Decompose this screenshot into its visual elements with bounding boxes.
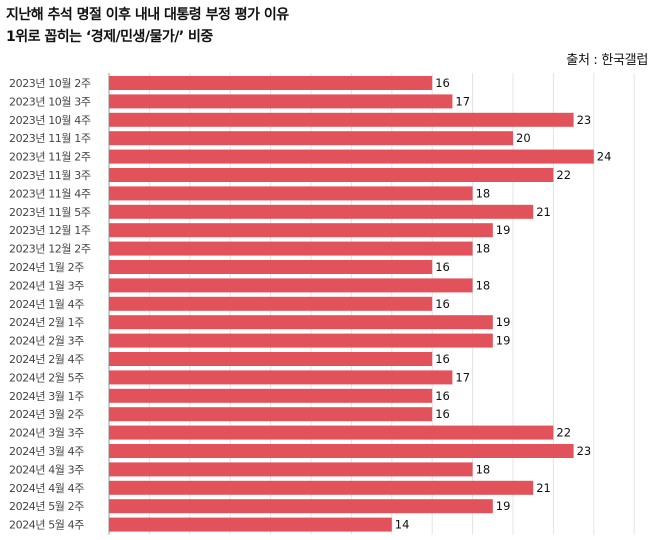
category-label: 2023년 11월 5주 [9,206,91,219]
category-label: 2024년 2월 1주 [9,316,84,329]
category-label: 2024년 2월 4주 [9,353,84,366]
bar [109,370,453,385]
category-label: 2024년 5월 2주 [9,500,84,513]
chart-title-line-2: 1위로 꼽히는 ‘경제/민생/물가/’ 비중 [6,29,213,45]
category-label: 2024년 1월 3주 [9,279,84,292]
category-label: 2024년 4월 3주 [9,463,84,476]
value-label: 16 [435,407,450,421]
category-label: 2023년 10월 2주 [9,77,91,90]
bar [109,241,473,256]
bar [109,112,574,127]
category-label: 2024년 4월 4주 [9,482,84,495]
bar [109,223,493,238]
category-label: 2024년 3월 1주 [9,390,84,403]
value-label: 23 [577,113,592,127]
value-label: 19 [496,499,511,513]
bars-group [109,76,594,532]
category-label: 2024년 5월 4주 [9,519,84,532]
bar [109,499,493,514]
bar [109,480,534,495]
value-label: 22 [556,426,571,440]
value-label: 22 [556,168,571,182]
bar [109,425,554,440]
source-note: 출처 : 한국갤럽 [566,53,648,68]
category-label: 2023년 12월 2주 [9,243,91,256]
value-label: 16 [435,352,450,366]
bar [109,76,433,90]
value-label: 17 [455,370,470,384]
category-label: 2023년 10월 3주 [9,95,91,108]
value-label: 19 [496,315,511,329]
bar [109,260,433,274]
category-label: 2023년 11월 1주 [9,132,91,145]
value-label: 18 [476,242,491,256]
category-label: 2024년 2월 3주 [9,335,84,348]
bar [109,352,433,366]
bar [109,315,493,330]
value-label: 21 [536,205,551,219]
bar [109,462,473,477]
bar [109,149,594,164]
bar [109,204,534,219]
category-label: 2024년 2월 5주 [9,371,84,384]
bar [109,407,433,422]
value-label: 18 [476,462,491,476]
value-label: 18 [476,186,491,200]
category-label: 2024년 1월 4주 [9,298,84,311]
value-label: 21 [536,481,551,495]
category-label: 2024년 3월 3주 [9,427,84,440]
value-label: 19 [496,223,511,237]
category-label: 2023년 11월 3주 [9,169,91,182]
category-label: 2023년 11월 4주 [9,187,91,200]
value-label: 14 [395,518,410,532]
bar [109,517,392,532]
value-label: 19 [496,334,511,348]
value-label: 16 [435,76,450,90]
value-label: 20 [516,131,531,145]
value-label: 18 [476,278,491,292]
bar [109,296,433,311]
labels-group: 2023년 10월 2주 16 2023년 10월 3주 17 2023년 10월 4주… [9,76,611,532]
category-label: 2024년 1월 2주 [9,261,84,274]
category-label: 2023년 10월 4주 [9,114,91,127]
category-label: 2023년 11월 2주 [9,151,91,164]
bar [109,333,493,348]
bar [109,168,554,182]
value-label: 16 [435,297,450,311]
bar [109,131,513,146]
bar [109,388,433,403]
category-label: 2024년 3월 2주 [9,408,84,421]
value-label: 16 [435,389,450,403]
category-label: 2024년 3월 4주 [9,445,84,458]
value-label: 17 [455,94,470,108]
bar [109,278,473,293]
category-label: 2023년 12월 1주 [9,224,91,237]
value-label: 23 [577,444,592,458]
chart-title-line-1: 지난해 추석 명절 이후 내내 대통령 부정 평가 이유 [6,7,289,23]
bar [109,94,453,109]
value-label: 24 [597,150,612,164]
bar [109,444,574,458]
bar [109,186,473,201]
value-label: 16 [435,260,450,274]
